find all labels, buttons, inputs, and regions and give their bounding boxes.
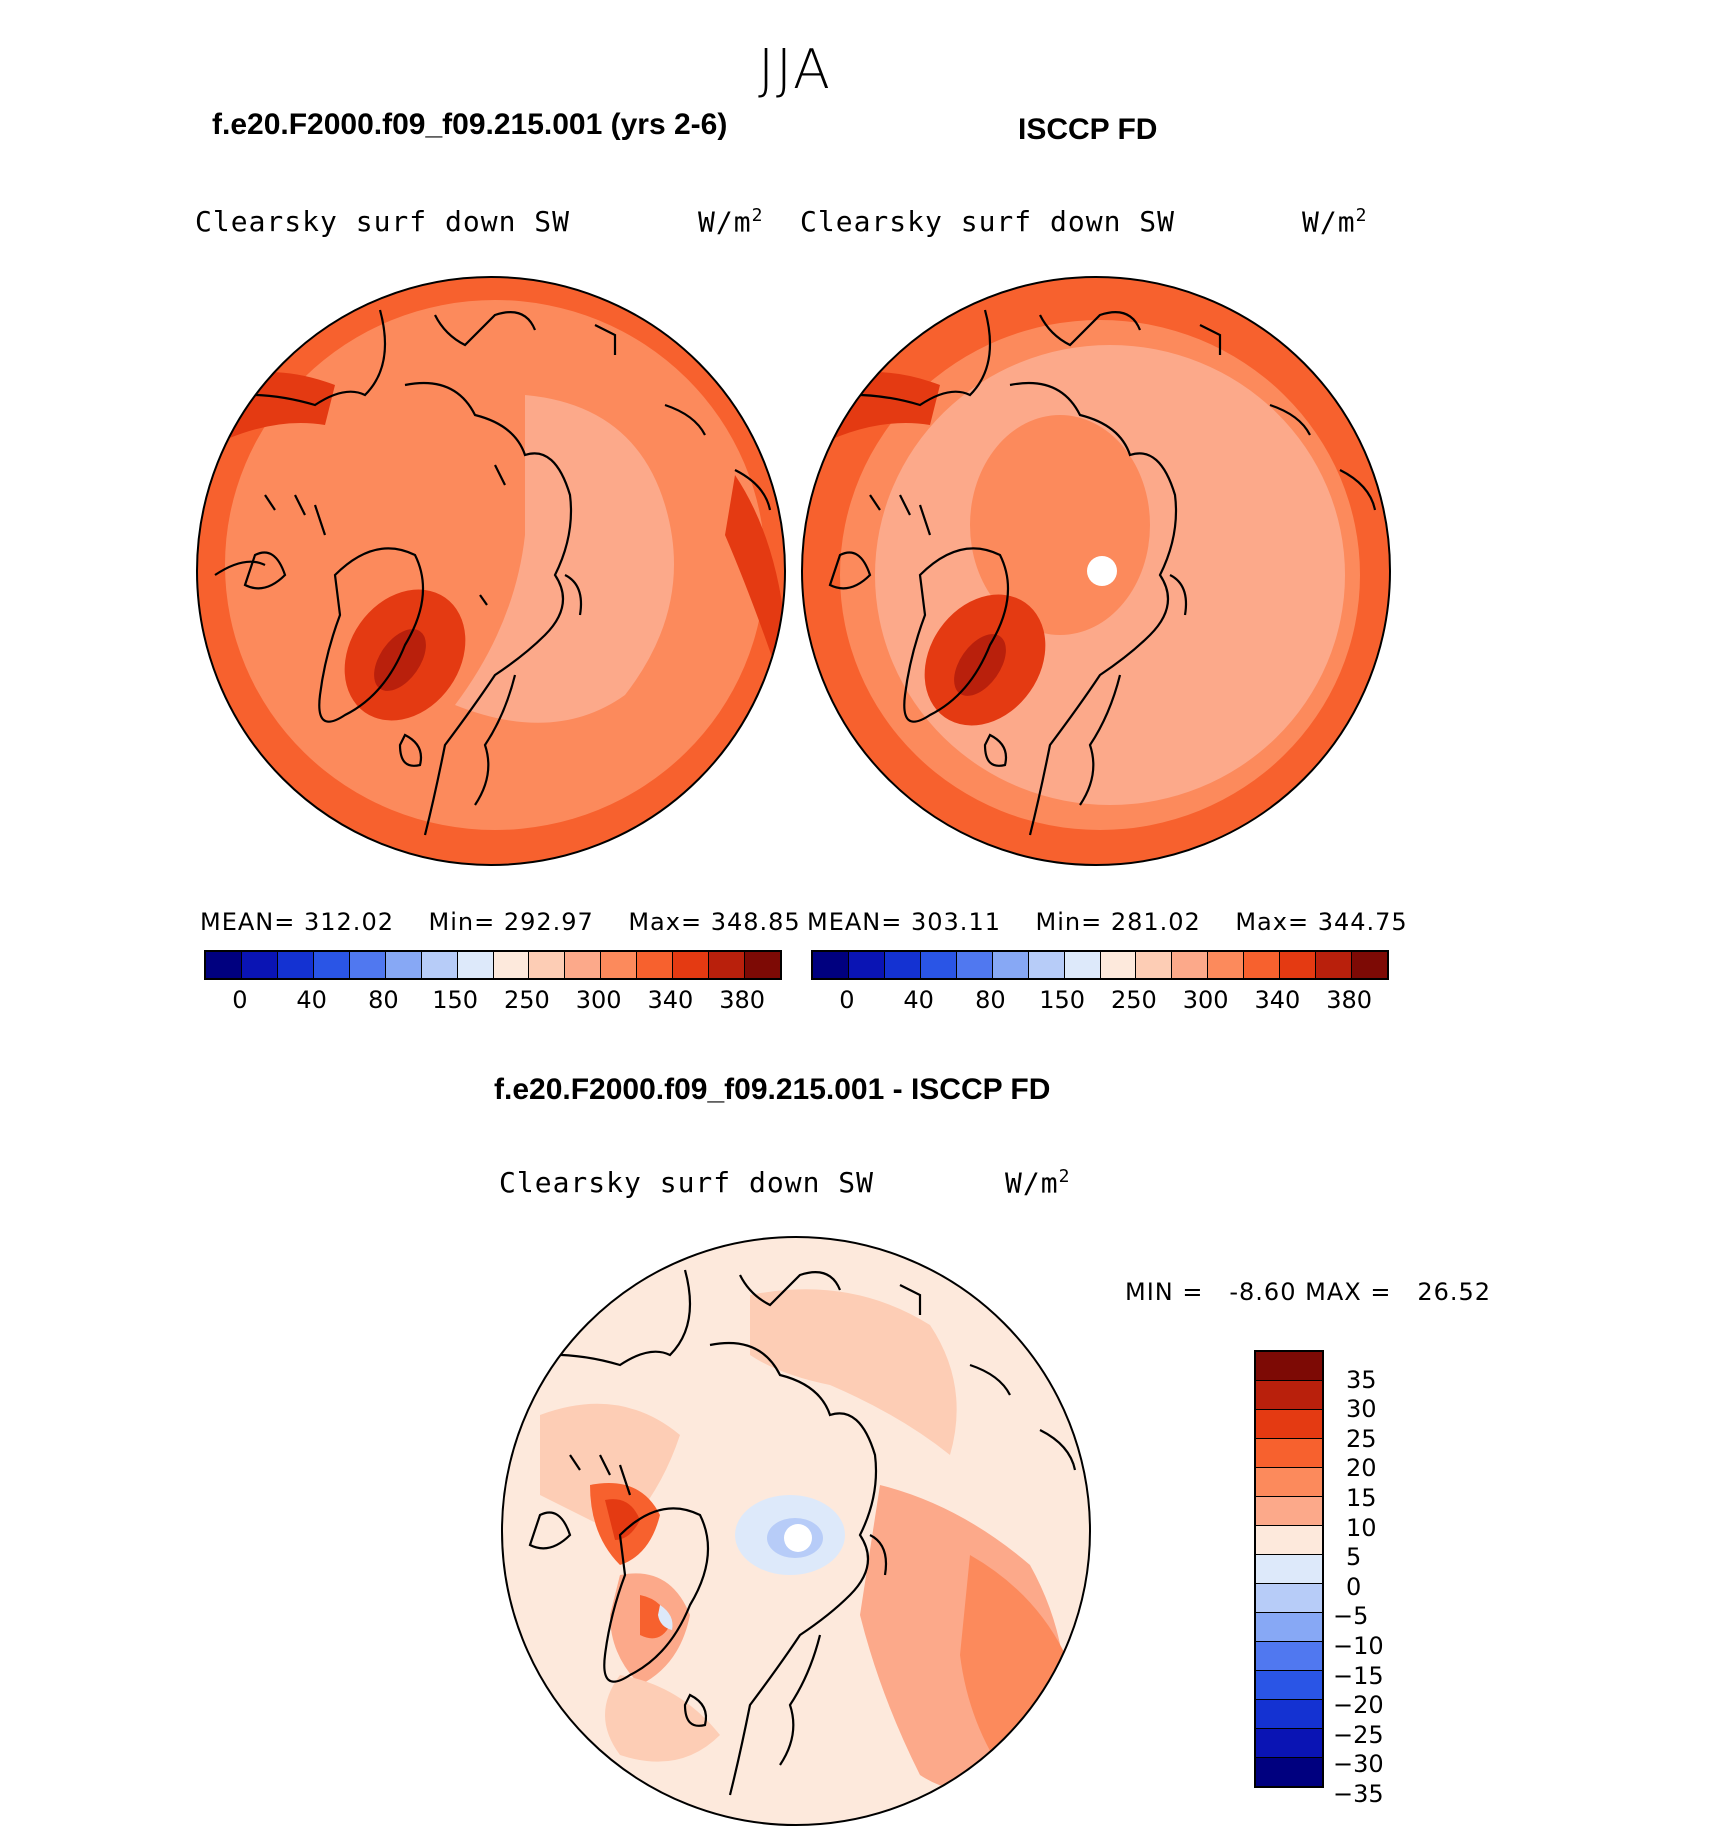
- colorbar-swatch: [529, 952, 566, 978]
- colorbar-tick-label: −5: [1333, 1602, 1369, 1631]
- colorbar-swatch: [1208, 952, 1245, 978]
- colorbar-swatch: [1256, 1642, 1322, 1671]
- colorbar-tick-label: 20: [1346, 1454, 1377, 1483]
- colorbar-swatch: [637, 952, 674, 978]
- colorbar-tick-label: 25: [1346, 1424, 1377, 1453]
- colorbar-swatch: [565, 952, 602, 978]
- colorbar-swatch: [1256, 1613, 1322, 1642]
- panel1-variable-label: Clearsky surf down SW: [195, 205, 571, 238]
- colorbar-swatch: [1256, 1555, 1322, 1584]
- colorbar-swatch: [1256, 1381, 1322, 1410]
- colorbar-tick-label: −30: [1333, 1750, 1384, 1779]
- colorbar-swatch: [709, 952, 746, 978]
- colorbar-swatch: [745, 952, 780, 978]
- colorbar-swatch: [421, 952, 458, 978]
- season-title: JJA: [758, 38, 832, 101]
- colorbar-swatch: [1028, 952, 1065, 978]
- panel3-stats: MIN = -8.60 MAX = 26.52: [1125, 1278, 1492, 1306]
- colorbar-swatch: [1136, 952, 1173, 978]
- colorbar-tick-label: 150: [432, 986, 479, 1014]
- colorbar-swatch: [1256, 1584, 1322, 1613]
- colorbar-swatch: [493, 952, 530, 978]
- colorbar-swatch: [601, 952, 638, 978]
- colorbar-swatch: [1256, 1352, 1322, 1381]
- colorbar-tick-label: 300: [575, 986, 622, 1014]
- colorbar-tick-label: 150: [1039, 986, 1086, 1014]
- colorbar-swatch: [1256, 1439, 1322, 1468]
- colorbar-swatch: [1256, 1410, 1322, 1439]
- colorbar-swatch: [920, 952, 957, 978]
- colorbar-tick-label: 340: [1254, 986, 1301, 1014]
- colorbar-swatch: [1256, 1700, 1322, 1729]
- panel3-colorbar: [1254, 1350, 1324, 1788]
- colorbar-swatch: [1172, 952, 1209, 978]
- colorbar-swatch: [457, 952, 494, 978]
- colorbar-swatch: [673, 952, 710, 978]
- colorbar-swatch: [313, 952, 350, 978]
- colorbar-tick-label: −10: [1333, 1632, 1384, 1660]
- panel2-colorbar: [811, 950, 1389, 980]
- panel1-colorbar: [204, 950, 782, 980]
- colorbar-swatch: [1256, 1729, 1322, 1758]
- map-panel2: [801, 276, 1391, 866]
- colorbar-swatch: [1244, 952, 1281, 978]
- colorbar-swatch: [241, 952, 278, 978]
- colorbar-tick-label: −20: [1333, 1691, 1384, 1720]
- colorbar-tick-label: 300: [1182, 986, 1229, 1014]
- colorbar-swatch: [277, 952, 314, 978]
- panel2-variable-label: Clearsky surf down SW: [800, 205, 1176, 238]
- colorbar-swatch: [1316, 952, 1353, 978]
- colorbar-swatch: [884, 952, 921, 978]
- colorbar-swatch: [992, 952, 1029, 978]
- colorbar-tick-label: 380: [719, 986, 766, 1014]
- colorbar-tick-label: −25: [1333, 1720, 1384, 1749]
- colorbar-tick-label: 15: [1346, 1484, 1377, 1512]
- colorbar-swatch: [1100, 952, 1137, 978]
- colorbar-swatch: [1256, 1526, 1322, 1555]
- colorbar-swatch: [1256, 1671, 1322, 1700]
- colorbar-swatch: [1280, 952, 1317, 978]
- panel1-stats: MEAN= 312.02 Min= 292.97 Max= 348.85: [200, 908, 801, 936]
- colorbar-swatch: [1256, 1468, 1322, 1497]
- colorbar-tick-label: 40: [296, 986, 327, 1014]
- colorbar-swatch: [1256, 1758, 1322, 1786]
- colorbar-swatch: [1064, 952, 1101, 978]
- colorbar-tick-label: 380: [1326, 986, 1373, 1014]
- colorbar-swatch: [1256, 1497, 1322, 1526]
- colorbar-tick-label: −35: [1333, 1780, 1384, 1808]
- colorbar-tick-label: 5: [1346, 1543, 1362, 1572]
- colorbar-tick-label: 250: [503, 986, 550, 1014]
- panel3-title: f.e20.F2000.f09_f09.215.001 - ISCCP FD: [494, 1073, 1051, 1106]
- colorbar-tick-label: 10: [1346, 1513, 1377, 1542]
- colorbar-tick-label: 80: [975, 986, 1006, 1014]
- panel3-variable-label: Clearsky surf down SW: [499, 1166, 875, 1199]
- colorbar-swatch: [206, 952, 242, 978]
- colorbar-swatch: [1352, 952, 1387, 978]
- colorbar-swatch: [848, 952, 885, 978]
- panel2-title: ISCCP FD: [1018, 113, 1158, 146]
- colorbar-swatch: [385, 952, 422, 978]
- panel3-units: W/m2: [1005, 1166, 1071, 1200]
- map-panel1: [196, 276, 786, 866]
- colorbar-swatch: [349, 952, 386, 978]
- colorbar-tick-label: 250: [1110, 986, 1157, 1014]
- map-panel3-difference: [501, 1236, 1091, 1826]
- colorbar-swatch: [956, 952, 993, 978]
- colorbar-tick-label: 340: [647, 986, 694, 1014]
- panel2-stats: MEAN= 303.11 Min= 281.02 Max= 344.75: [807, 908, 1408, 936]
- colorbar-tick-label: 35: [1346, 1365, 1377, 1394]
- colorbar-tick-label: 0: [232, 986, 248, 1014]
- panel2-units: W/m2: [1302, 205, 1368, 239]
- colorbar-tick-label: −15: [1333, 1661, 1384, 1690]
- colorbar-tick-label: 0: [839, 986, 855, 1014]
- panel1-title: f.e20.F2000.f09_f09.215.001 (yrs 2-6): [212, 108, 728, 141]
- panel1-units: W/m2: [698, 205, 764, 239]
- colorbar-tick-label: 0: [1346, 1572, 1362, 1601]
- colorbar-tick-label: 80: [368, 986, 399, 1014]
- colorbar-tick-label: 40: [903, 986, 934, 1014]
- colorbar-tick-label: 30: [1346, 1395, 1377, 1424]
- colorbar-swatch: [813, 952, 849, 978]
